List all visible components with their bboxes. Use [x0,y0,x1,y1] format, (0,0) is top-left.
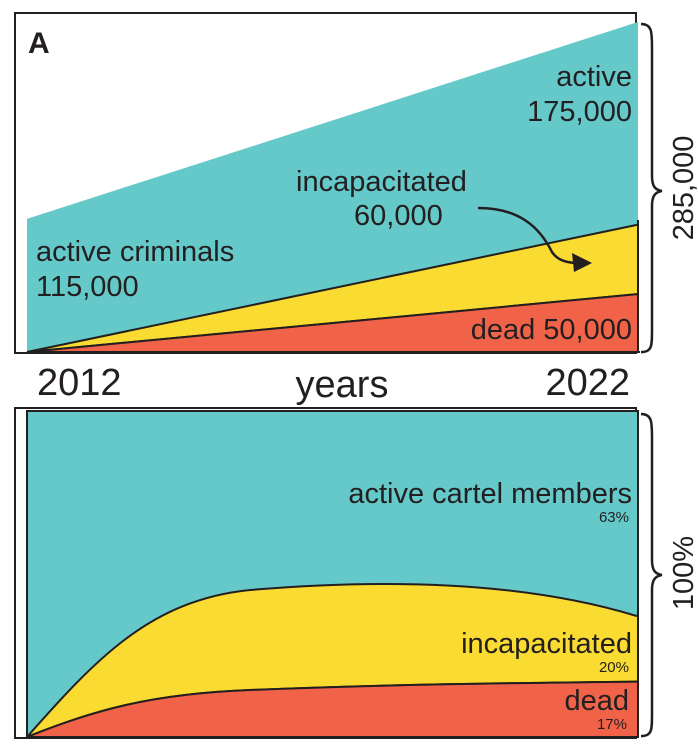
label-bottom-incapacitated: incapacitated [461,628,632,660]
x-axis-label: years [296,364,389,406]
label-bottom-dead-pct: 17% [597,716,627,733]
bottom-chart: active cartel members 63% incapacitated … [14,407,698,739]
label-incapacitated-name: incapacitated [296,166,467,198]
top-area-active [27,22,638,352]
x-tick-2012: 2012 [37,362,122,404]
label-bottom-active: active cartel members [348,478,632,510]
top-chart: A active 175,000 incapacitated 60,000 ac… [14,12,698,354]
incapacitated-arrowhead [572,253,592,272]
label-dead: dead 50,000 [471,314,632,346]
label-start-active-name: active criminals [36,236,234,268]
label-incapacitated-value: 60,000 [354,200,443,232]
label-end-active-name: active [556,61,632,93]
label-bottom-dead: dead [564,685,629,717]
label-bottom-incapacitated-pct: 20% [599,659,629,676]
label-bottom-active-pct: 63% [599,509,629,526]
x-tick-2022: 2022 [545,362,630,404]
panel-label: A [28,27,50,60]
top-total-brace [640,22,663,354]
bottom-total-brace [640,412,663,738]
label-end-active-value: 175,000 [527,96,632,128]
bottom-total-label: 100% [668,536,698,610]
incapacitated-arrow [477,206,576,265]
bottom-area-dead [26,680,639,738]
top-total-label: 285,000 [668,136,698,241]
label-start-active-value: 115,000 [36,271,139,303]
